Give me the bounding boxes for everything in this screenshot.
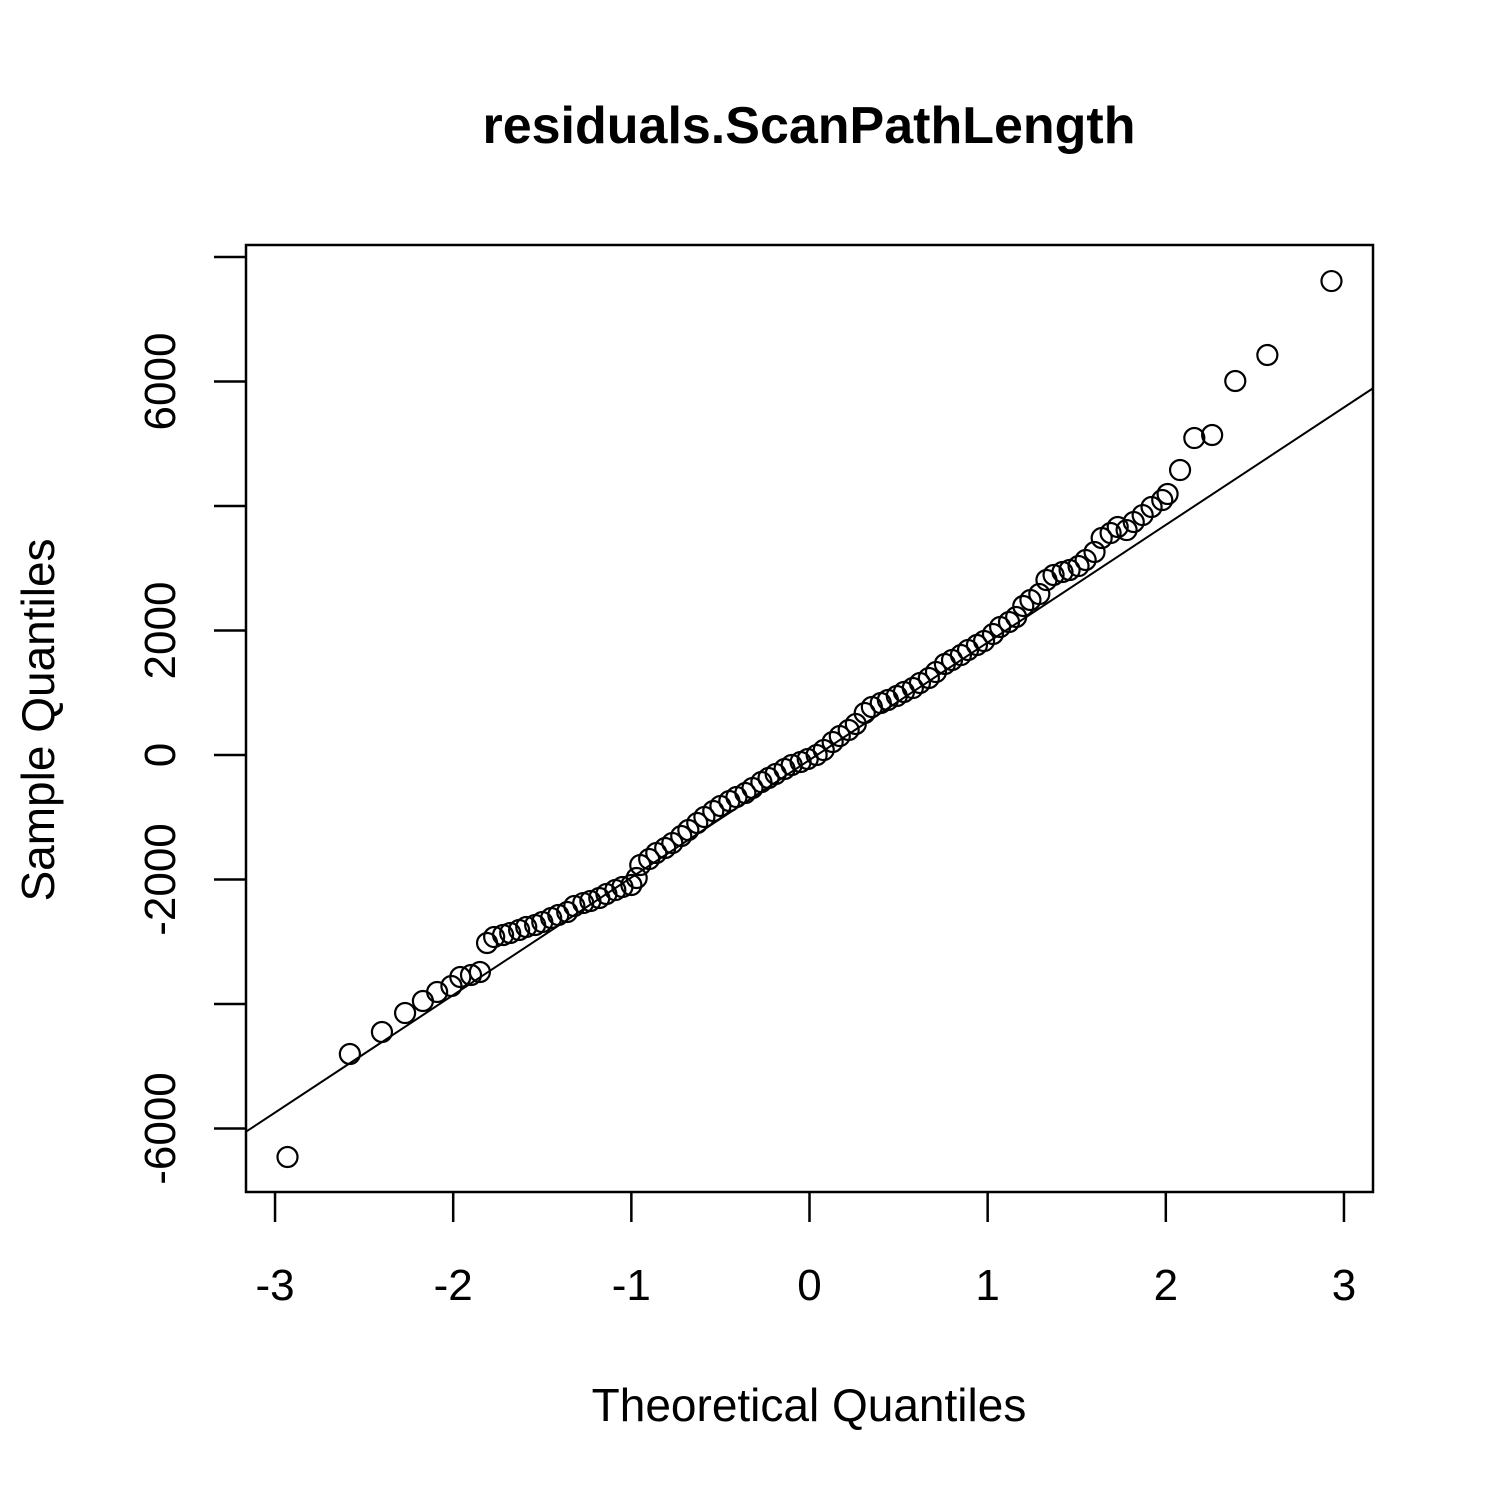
point bbox=[1320, 269, 1343, 293]
point bbox=[1005, 605, 1028, 629]
y-tick-label: 6000 bbox=[136, 333, 185, 431]
point bbox=[805, 743, 828, 767]
x-tick-label: -3 bbox=[255, 1261, 294, 1310]
point bbox=[620, 873, 643, 897]
point bbox=[563, 894, 586, 918]
y-tick-label: -2000 bbox=[136, 823, 185, 936]
point bbox=[1099, 521, 1122, 545]
point bbox=[702, 799, 725, 823]
point bbox=[949, 643, 973, 667]
point bbox=[1201, 423, 1224, 447]
x-tick-label: 3 bbox=[1332, 1261, 1356, 1310]
point bbox=[426, 980, 449, 1004]
point bbox=[1168, 458, 1192, 482]
point bbox=[837, 718, 860, 742]
point bbox=[338, 1042, 361, 1066]
x-axis-label: Theoretical Quantiles bbox=[592, 1379, 1027, 1431]
x-tick-label: 2 bbox=[1154, 1261, 1178, 1310]
point bbox=[1224, 369, 1247, 393]
y-axis-label: Sample Quantiles bbox=[12, 538, 64, 901]
point bbox=[1156, 482, 1179, 506]
point bbox=[1183, 426, 1206, 450]
x-tick-label: -2 bbox=[434, 1261, 473, 1310]
point bbox=[654, 836, 677, 860]
point bbox=[1067, 554, 1090, 578]
point bbox=[1012, 594, 1035, 618]
point bbox=[459, 963, 483, 987]
point bbox=[1256, 343, 1279, 367]
x-tick-label: 0 bbox=[797, 1261, 821, 1310]
point bbox=[483, 925, 506, 949]
point bbox=[1028, 582, 1051, 606]
point bbox=[468, 960, 492, 984]
point bbox=[670, 824, 693, 848]
point bbox=[1151, 488, 1174, 512]
point bbox=[515, 915, 538, 939]
point bbox=[853, 701, 876, 725]
point bbox=[1140, 495, 1163, 519]
point bbox=[821, 730, 844, 754]
point bbox=[901, 676, 924, 700]
point bbox=[1106, 515, 1129, 539]
y-tick-label: 0 bbox=[136, 743, 185, 767]
point bbox=[1083, 540, 1106, 564]
point bbox=[734, 781, 757, 805]
point bbox=[1115, 518, 1138, 542]
point bbox=[997, 610, 1021, 634]
chart-title: residuals.ScanPathLength bbox=[482, 97, 1135, 155]
point bbox=[276, 1145, 299, 1169]
point bbox=[780, 753, 803, 777]
y-tick-label: 2000 bbox=[136, 582, 185, 680]
x-tick-label: -1 bbox=[612, 1261, 651, 1310]
point bbox=[625, 866, 648, 890]
point bbox=[370, 1020, 394, 1044]
point bbox=[393, 1001, 417, 1025]
point bbox=[917, 666, 940, 690]
point bbox=[686, 811, 709, 835]
point bbox=[638, 847, 661, 871]
point bbox=[499, 921, 522, 945]
point bbox=[1042, 563, 1065, 587]
point bbox=[981, 622, 1005, 646]
y-tick-label: -6000 bbox=[136, 1072, 185, 1185]
x-tick-label: 1 bbox=[975, 1261, 999, 1310]
